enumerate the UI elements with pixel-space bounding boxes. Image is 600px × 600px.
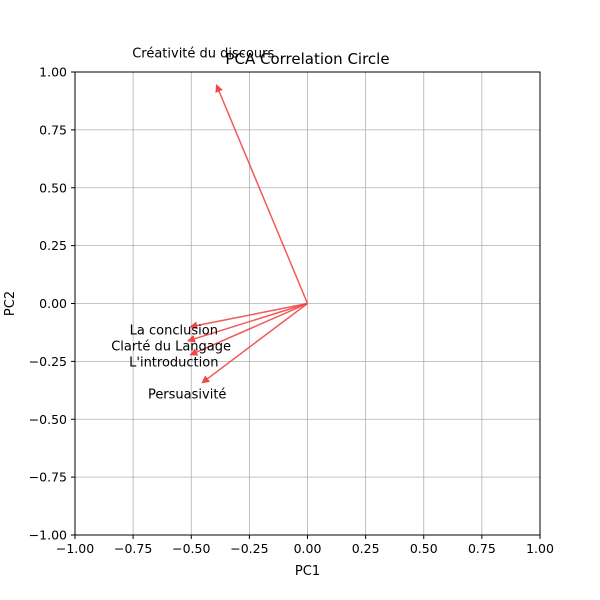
y-tick-label: 1.00 (39, 65, 67, 80)
vector-label: L'introduction (129, 356, 218, 371)
vector-arrow (189, 302, 308, 330)
vector-arrow (187, 302, 308, 343)
vectors (187, 84, 309, 384)
y-tick-label: −1.00 (29, 528, 67, 543)
vector-label: La conclusion (130, 324, 218, 339)
y-tick-label: 0.75 (39, 122, 67, 137)
y-tick-label: 0.00 (39, 296, 67, 311)
vector-arrow (189, 302, 308, 356)
vector-labels: Créativité du discours La conclusionClart… (111, 47, 274, 403)
y-tick-label: −0.25 (29, 354, 67, 369)
x-tick-label: 0.25 (352, 541, 380, 556)
y-axis-label: PC2 (3, 291, 18, 316)
vector-arrow (215, 84, 309, 304)
vector-label: Clarté du Langage (111, 340, 231, 355)
x-tick-label: 0.00 (294, 541, 322, 556)
x-tick-label: −1.00 (56, 541, 94, 556)
chart-title: PCA Correlation Circle (225, 50, 389, 68)
y-tick-label: −0.75 (29, 470, 67, 485)
vector-label: Créativité du discours (132, 47, 274, 62)
x-tick-label: −0.50 (172, 541, 210, 556)
y-axis: −1.00 −0.75 −0.50 −0.25 0.00 0.25 0.50 0.75 1.00 (29, 65, 75, 543)
x-axis: −1.00 −0.75 −0.50 −0.25 0.00 0.25 0.50 0.75 1.00 (56, 535, 554, 556)
y-tick-label: −0.50 (29, 412, 67, 427)
vector-label: Persuasivité (148, 388, 226, 403)
y-tick-label: 0.50 (39, 180, 67, 195)
x-tick-label: 0.75 (468, 541, 496, 556)
x-tick-label: −0.75 (114, 541, 152, 556)
x-tick-label: 0.50 (410, 541, 438, 556)
x-axis-label: PC1 (295, 564, 320, 579)
x-tick-label: 1.00 (526, 541, 554, 556)
x-tick-label: −0.25 (230, 541, 268, 556)
y-tick-label: 0.25 (39, 238, 67, 253)
vector-arrow (201, 302, 308, 384)
